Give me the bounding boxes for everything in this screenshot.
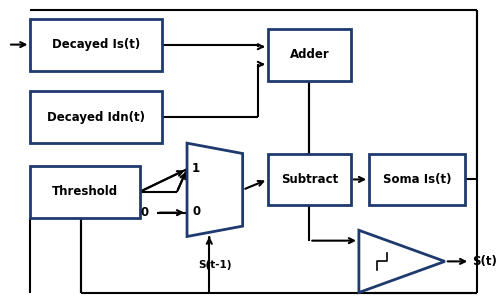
Text: Decayed Is(t): Decayed Is(t)	[52, 38, 140, 51]
Text: Soma Is(t): Soma Is(t)	[382, 173, 450, 186]
FancyBboxPatch shape	[30, 19, 161, 71]
Text: Decayed Idn(t): Decayed Idn(t)	[47, 111, 145, 124]
FancyBboxPatch shape	[30, 166, 139, 218]
Polygon shape	[358, 230, 444, 293]
FancyBboxPatch shape	[30, 91, 161, 143]
Text: S(t): S(t)	[471, 255, 496, 268]
Text: 1: 1	[192, 162, 200, 175]
Text: 0: 0	[192, 205, 200, 218]
FancyBboxPatch shape	[368, 154, 464, 205]
FancyBboxPatch shape	[268, 154, 350, 205]
Polygon shape	[187, 143, 242, 237]
Text: Adder: Adder	[289, 48, 329, 62]
Text: Threshold: Threshold	[52, 185, 118, 198]
FancyBboxPatch shape	[268, 29, 350, 81]
Text: 0: 0	[140, 206, 148, 219]
Text: S(t-1): S(t-1)	[198, 260, 231, 271]
Text: Subtract: Subtract	[280, 173, 337, 186]
